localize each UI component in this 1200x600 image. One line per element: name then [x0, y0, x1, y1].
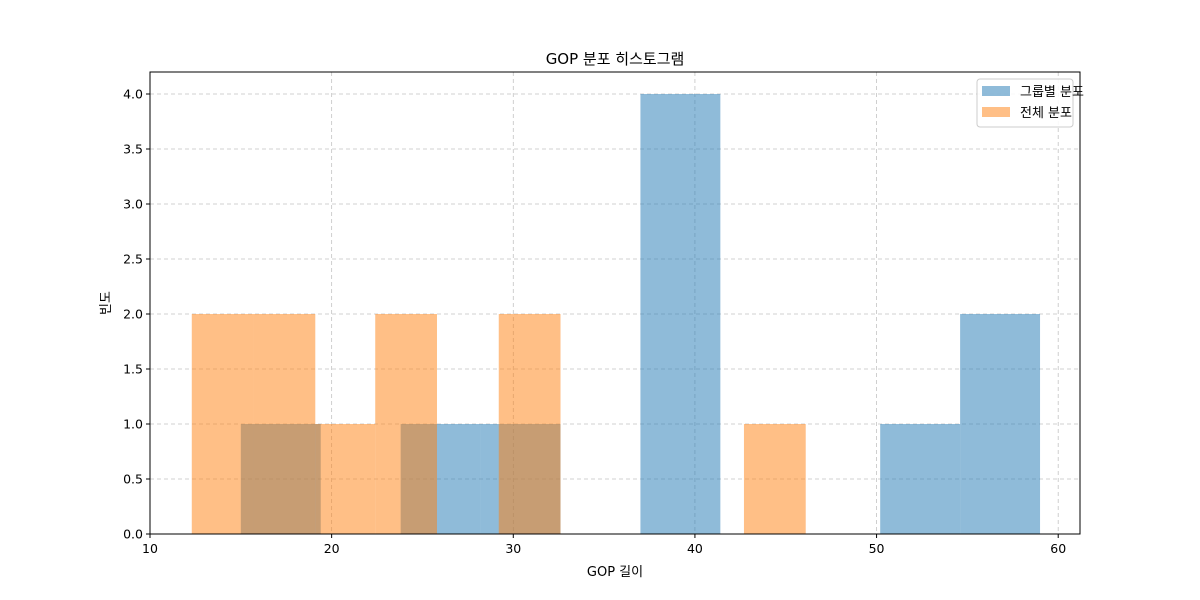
y-tick-label: 0.5 — [123, 472, 143, 487]
x-tick-label: 10 — [142, 541, 158, 556]
histogram-bars — [191, 94, 1041, 534]
legend-label: 전체 분포 — [1020, 106, 1072, 121]
histogram-bar — [191, 314, 254, 534]
histogram-bar — [253, 314, 316, 534]
y-tick-label: 2.5 — [123, 252, 143, 267]
legend-label: 그룹별 분포 — [1020, 85, 1084, 100]
axis-ticks: 10 20 30 40 50 60 0.0 0.5 1.0 1.5 2.0 2.5 3.0 3.5 4.0 — [123, 87, 1066, 557]
histogram-bar — [960, 314, 1041, 534]
x-tick-label: 50 — [869, 541, 885, 556]
histogram-bar — [743, 424, 806, 534]
histogram-bar — [315, 424, 376, 534]
y-tick-label: 2.0 — [123, 307, 143, 322]
plot-frame — [149, 71, 1081, 535]
x-tick-label: 40 — [687, 541, 703, 556]
y-tick-label: 3.5 — [123, 142, 143, 157]
y-tick-label: 0.0 — [123, 527, 143, 542]
histogram-bar — [880, 424, 961, 534]
chart-title: GOP 분포 히스토그램 — [546, 50, 685, 68]
legend-swatch — [982, 107, 1010, 117]
y-tick-label: 1.5 — [123, 362, 143, 377]
histogram-bar — [375, 314, 437, 534]
y-tick-label: 3.0 — [123, 197, 143, 212]
y-tick-label: 4.0 — [123, 87, 143, 102]
histogram-bar — [640, 94, 721, 534]
x-tick-label: 20 — [324, 541, 340, 556]
x-tick-label: 60 — [1050, 541, 1066, 556]
y-axis-label: 빈도 — [99, 291, 114, 315]
x-tick-label: 30 — [505, 541, 521, 556]
y-tick-label: 1.0 — [123, 417, 143, 432]
x-axis-label: GOP 길이 — [587, 565, 643, 580]
legend-swatch — [982, 86, 1010, 96]
histogram-bar — [498, 314, 561, 534]
